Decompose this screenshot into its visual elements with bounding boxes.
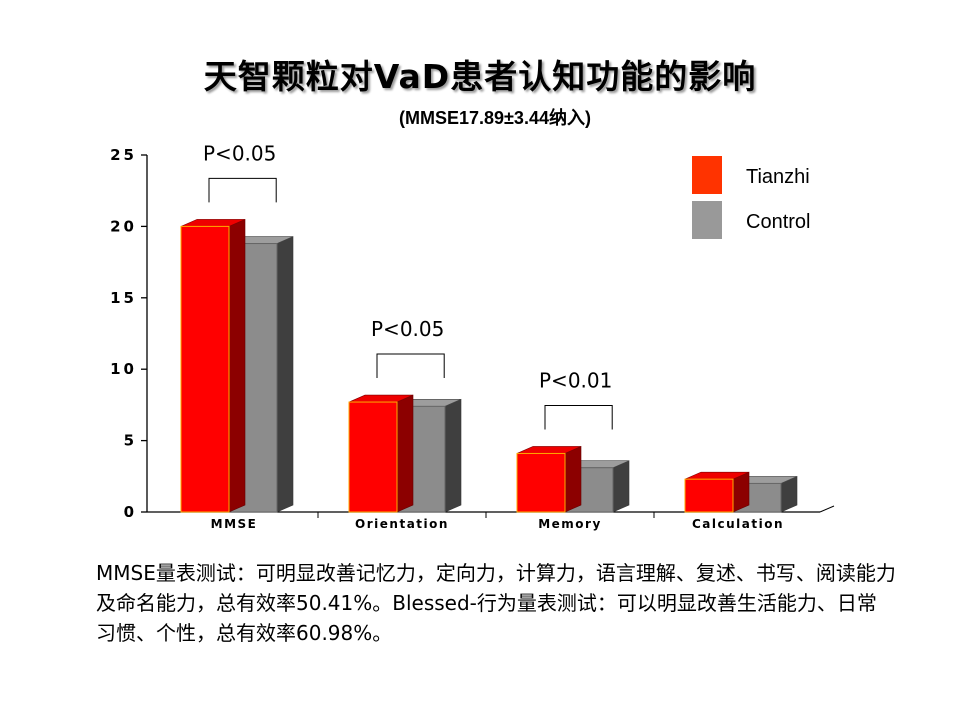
y-tick-label: 20 <box>110 217 137 235</box>
significance-label: P<0.05 <box>371 317 444 341</box>
y-tick-label: 10 <box>110 360 137 378</box>
bar-side <box>396 394 414 513</box>
legend-label-tianzhi: Tianzhi <box>746 166 810 188</box>
slide-title: 天智颗粒对VaD患者认知功能的影响 <box>203 57 757 96</box>
x-tick-label: MMSE <box>211 517 258 531</box>
legend-swatch-tianzhi <box>692 156 722 194</box>
bar-orientation-tianzhi <box>348 394 414 513</box>
significance-label: P<0.05 <box>203 141 276 165</box>
bar-side <box>612 460 630 513</box>
significance-bracket <box>376 353 445 379</box>
bar-front <box>348 401 398 513</box>
description-text: MMSE量表测试：可明显改善记忆力，定向力，计算力，语言理解、复述、书写、阅读能… <box>96 561 896 645</box>
bar-side <box>276 236 294 513</box>
slide-subtitle: (MMSE17.89±3.44纳入) <box>399 108 591 128</box>
bar-chart: 0 5 10 15 20 25 MMSE Orientation Memory Calculati… <box>110 141 835 531</box>
y-tick-label: 5 <box>124 432 137 450</box>
significance-bracket <box>544 404 613 430</box>
y-tick-label: 25 <box>110 146 137 164</box>
significance-label: P<0.01 <box>539 368 612 392</box>
bar-mmse-tianzhi <box>180 218 246 513</box>
x-tick-label: Memory <box>538 517 602 531</box>
legend-label-control: Control <box>746 211 810 233</box>
bar-side <box>228 218 246 513</box>
y-tick-label: 0 <box>124 503 137 521</box>
y-tick-label: 15 <box>110 289 137 307</box>
bar-memory-tianzhi <box>516 445 582 513</box>
bar-front <box>516 452 566 513</box>
bar-side <box>444 398 462 513</box>
bar-side <box>564 445 582 513</box>
x-axis-depth-line <box>819 505 835 513</box>
legend-swatch-control <box>692 201 722 239</box>
bar-calculation-tianzhi <box>684 471 750 513</box>
x-tick-label: Calculation <box>692 517 784 531</box>
bar-front <box>180 225 230 513</box>
bar-front <box>684 478 734 513</box>
x-tick-label: Orientation <box>355 517 449 531</box>
significance-bracket <box>208 177 277 203</box>
